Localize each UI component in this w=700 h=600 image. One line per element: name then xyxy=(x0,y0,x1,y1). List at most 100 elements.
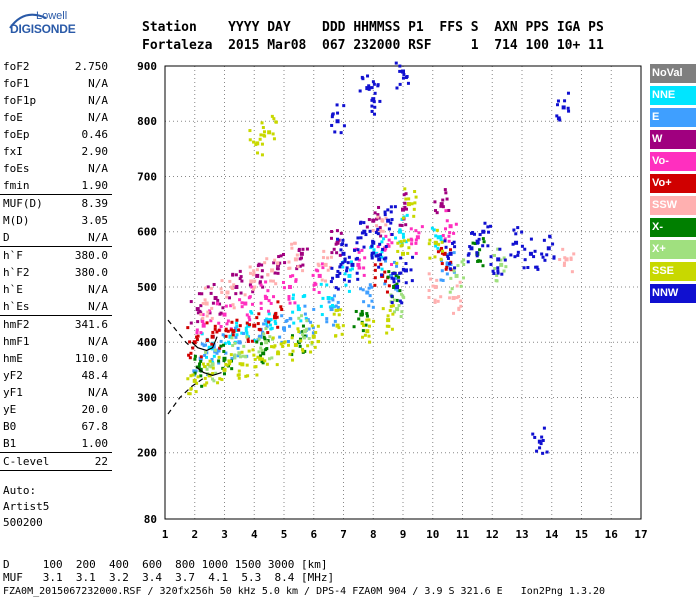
data-point xyxy=(273,271,277,275)
data-point xyxy=(189,387,193,391)
data-point xyxy=(373,105,377,109)
data-point xyxy=(447,234,451,238)
data-point xyxy=(269,318,273,322)
data-point xyxy=(412,214,416,218)
data-point xyxy=(381,247,385,251)
data-point xyxy=(399,292,403,296)
data-point xyxy=(291,349,295,353)
data-point xyxy=(400,310,404,314)
data-point xyxy=(406,238,410,242)
data-point xyxy=(566,91,570,95)
data-point xyxy=(329,307,334,312)
data-point xyxy=(296,327,300,331)
data-point xyxy=(526,266,530,270)
data-point xyxy=(317,273,322,278)
data-point xyxy=(275,315,279,319)
data-point xyxy=(390,276,394,280)
data-point xyxy=(427,272,431,276)
legend-item-noval: NoVal xyxy=(650,64,696,86)
data-point xyxy=(234,273,238,277)
data-point xyxy=(287,284,292,289)
data-point xyxy=(255,273,260,278)
data-point xyxy=(444,245,448,249)
data-point xyxy=(211,366,215,370)
param-row: yF2 48.4 xyxy=(0,367,112,384)
data-point xyxy=(199,374,203,378)
data-point xyxy=(409,268,413,272)
y-tick-label: 900 xyxy=(137,60,157,73)
data-point xyxy=(291,310,295,314)
data-point xyxy=(265,325,269,329)
data-point xyxy=(455,296,459,300)
data-point xyxy=(398,69,402,73)
x-tick-label: 14 xyxy=(545,528,559,541)
data-point xyxy=(291,296,295,300)
data-point xyxy=(520,244,524,248)
data-point xyxy=(309,350,313,354)
data-point xyxy=(436,246,440,250)
data-point xyxy=(391,272,395,276)
data-point xyxy=(203,365,207,369)
data-point xyxy=(402,72,406,76)
y-tick-label: 800 xyxy=(137,115,157,128)
data-point xyxy=(283,328,287,332)
legend-item-x-: X- xyxy=(650,218,696,240)
data-point xyxy=(386,243,390,247)
data-point xyxy=(250,311,254,315)
data-point xyxy=(281,344,285,348)
data-point xyxy=(395,298,399,302)
data-point xyxy=(430,226,434,230)
param-row: hmF2 341.6 xyxy=(0,316,112,333)
data-point xyxy=(466,260,470,264)
data-point xyxy=(208,359,212,363)
data-point xyxy=(354,257,358,261)
data-point xyxy=(267,357,271,361)
data-point xyxy=(387,284,391,288)
data-point xyxy=(287,260,291,264)
data-point xyxy=(335,229,339,233)
data-point xyxy=(187,353,191,357)
data-point xyxy=(231,329,236,334)
data-point xyxy=(327,300,331,304)
data-point xyxy=(265,257,269,261)
y-tick-label: 400 xyxy=(137,336,157,349)
data-point xyxy=(366,74,370,78)
data-point xyxy=(345,269,349,273)
data-point xyxy=(390,301,394,305)
data-point xyxy=(482,240,486,244)
data-point xyxy=(301,330,305,334)
data-point xyxy=(224,334,228,338)
data-point xyxy=(203,376,207,380)
data-point xyxy=(193,371,197,375)
data-point xyxy=(336,269,340,273)
data-point xyxy=(257,350,261,354)
data-point xyxy=(326,268,330,272)
data-point xyxy=(365,290,370,295)
data-point xyxy=(380,273,384,277)
data-point xyxy=(292,321,296,325)
data-point xyxy=(368,86,372,90)
data-point xyxy=(282,286,286,290)
y-tick-label: 600 xyxy=(137,226,157,239)
data-point xyxy=(293,342,298,347)
header-labels: Station YYYY DAY DDD HHMMSS P1 FFS S AXN… xyxy=(142,20,604,35)
data-point xyxy=(306,344,310,348)
data-point xyxy=(449,276,453,280)
data-point xyxy=(253,357,257,361)
data-point xyxy=(307,327,311,331)
data-point xyxy=(299,251,304,256)
data-point xyxy=(196,334,200,338)
x-tick-label: 9 xyxy=(400,528,407,541)
data-point xyxy=(212,354,216,358)
data-point xyxy=(310,342,314,346)
data-point xyxy=(189,321,193,325)
data-point xyxy=(224,304,228,308)
data-point xyxy=(556,99,560,103)
data-point xyxy=(329,280,333,284)
data-point xyxy=(470,231,474,235)
data-point xyxy=(219,287,223,291)
data-point xyxy=(406,81,410,85)
data-point xyxy=(367,87,371,91)
data-point xyxy=(354,247,358,251)
data-point xyxy=(401,69,405,74)
